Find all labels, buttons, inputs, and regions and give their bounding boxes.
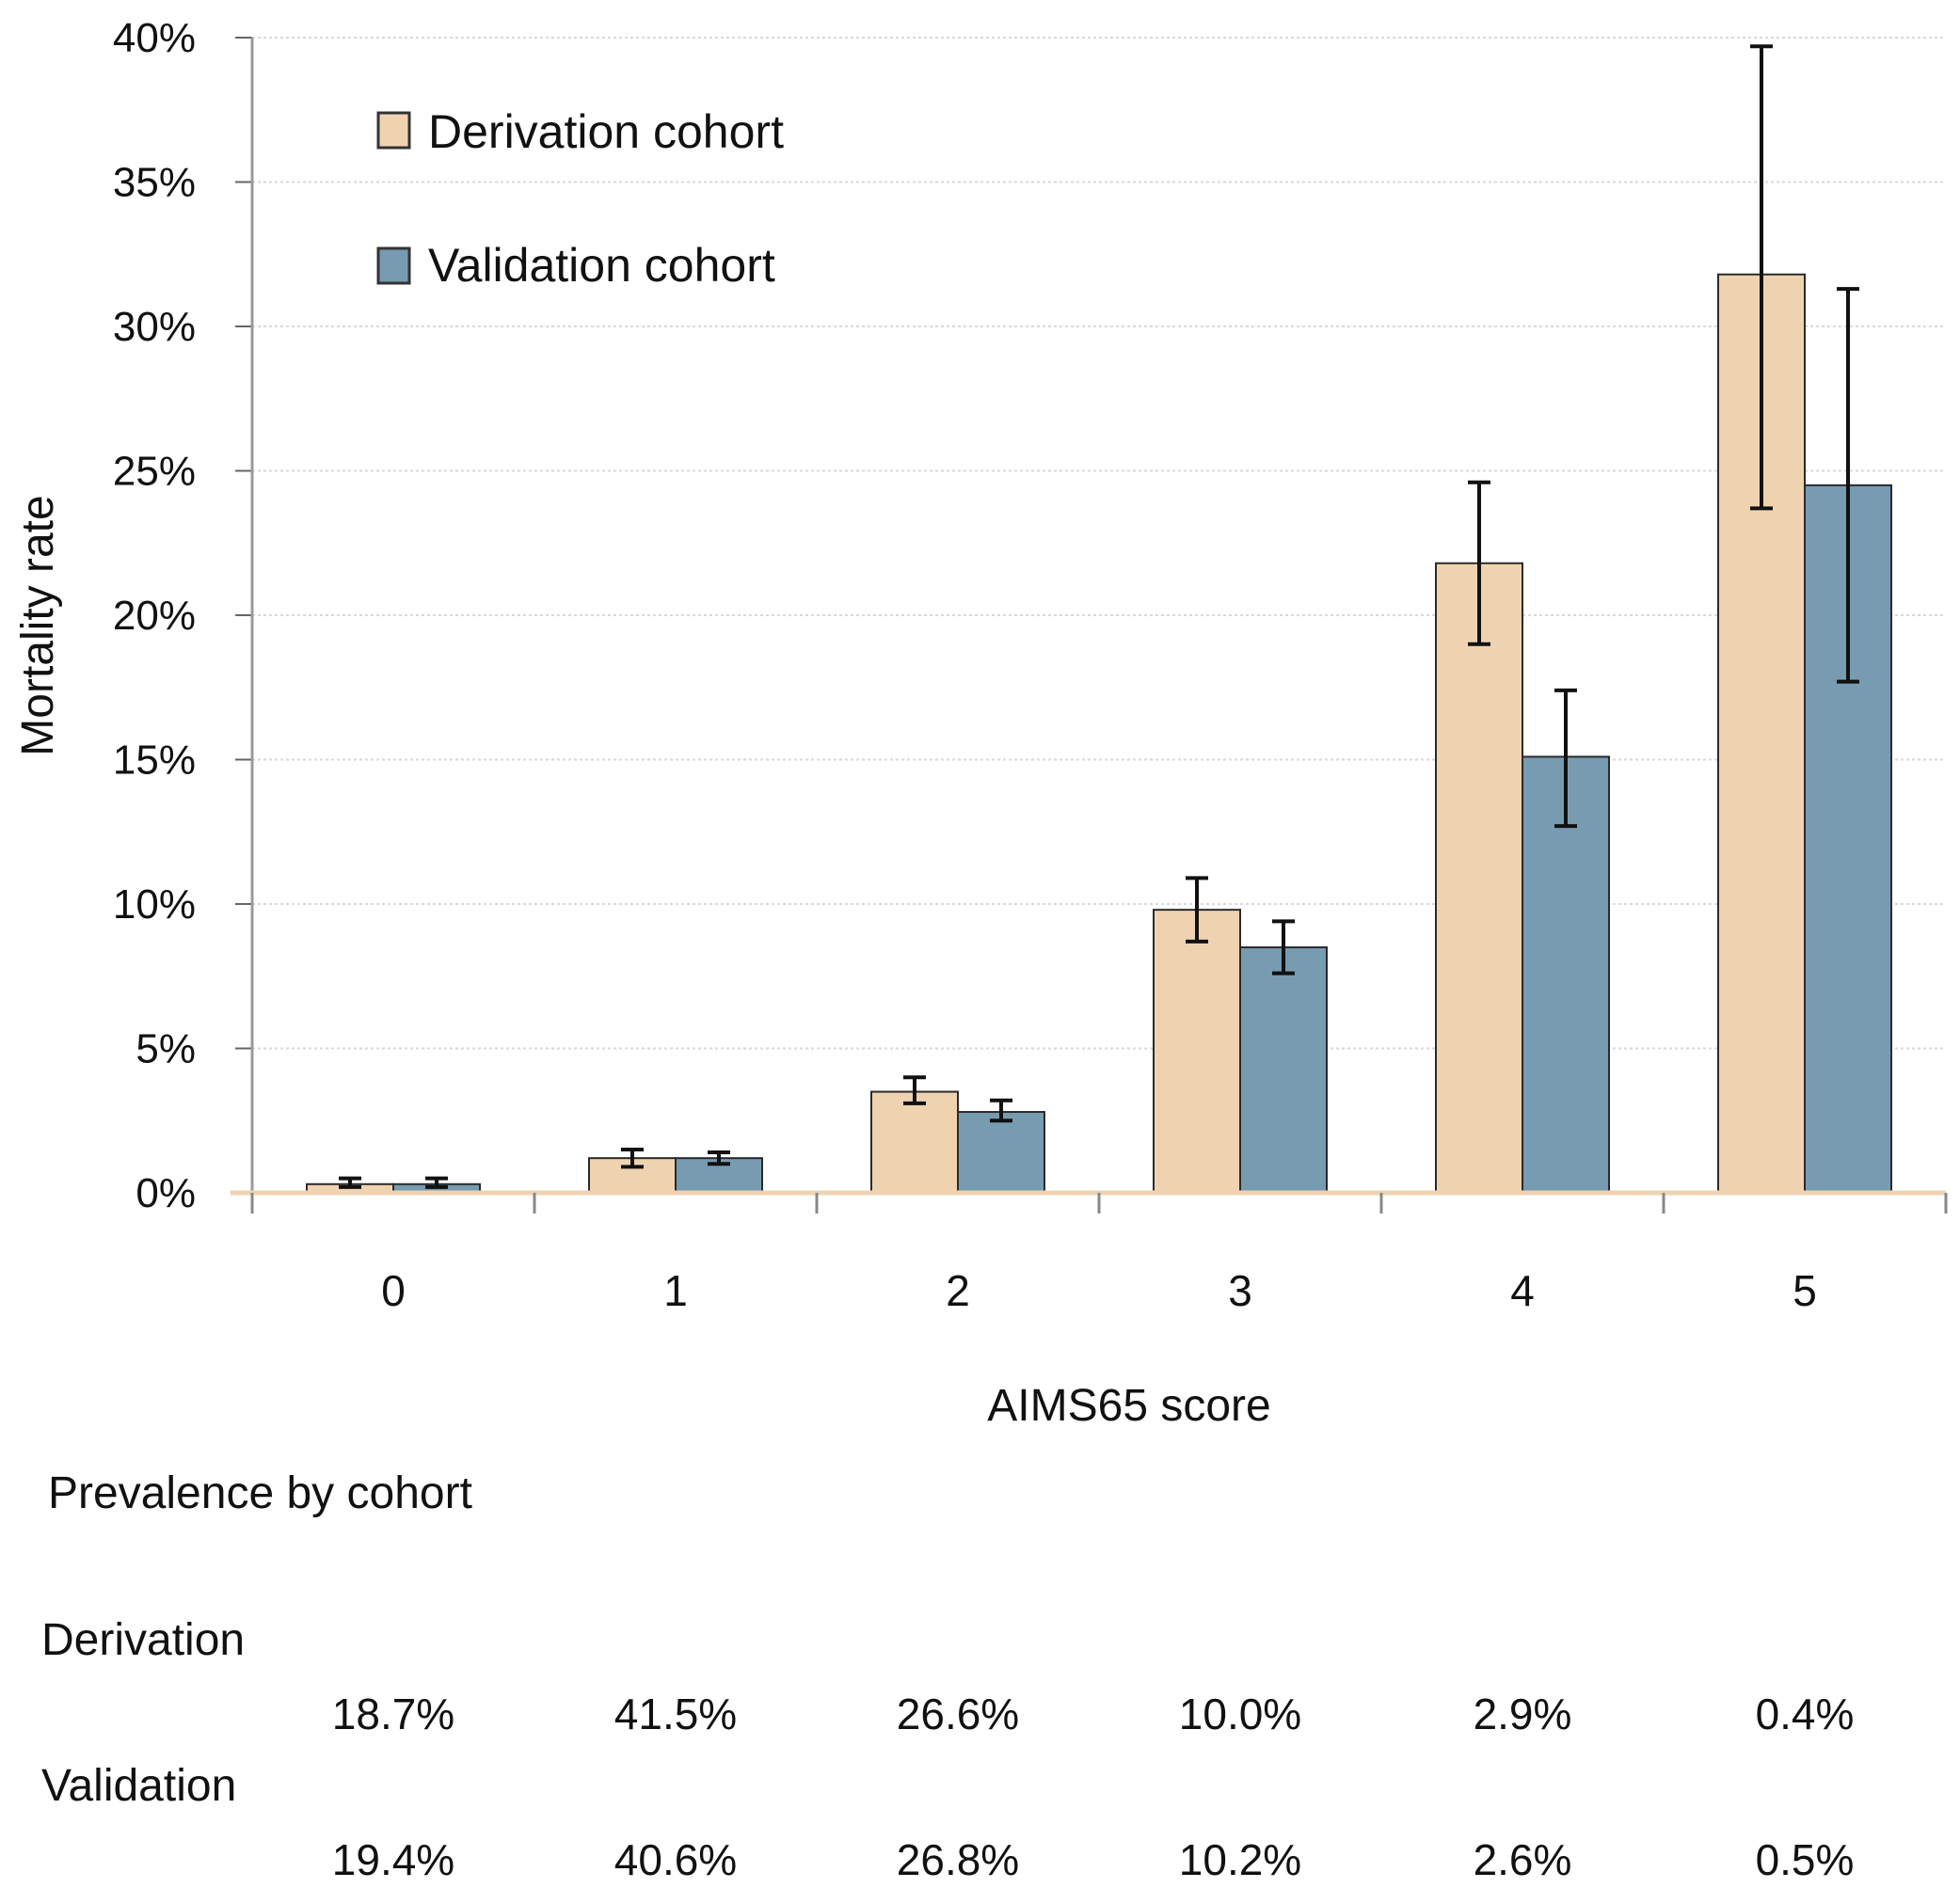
prevalence-title: Prevalence by cohort	[48, 1468, 472, 1518]
y-tick-label: 35%	[113, 160, 196, 206]
x-tick-label: 2	[946, 1266, 970, 1315]
prevalence-cell-derivation: 26.6%	[896, 1690, 1020, 1738]
y-tick-label: 30%	[113, 304, 196, 350]
gridlines	[252, 37, 1946, 1050]
prevalence-row-label-validation: Validation	[41, 1761, 237, 1811]
x-tick-labels: 0 1 2 3 4 5	[381, 1266, 1817, 1315]
derivation-bar	[1153, 909, 1241, 1194]
prevalence-cell-validation: 40.6%	[613, 1835, 738, 1884]
y-tick-label: 25%	[113, 449, 196, 495]
derivation-bar	[1435, 562, 1523, 1194]
x-axis-title: AIMS65 score	[987, 1381, 1270, 1431]
prevalence-cell-validation: 10.2%	[1178, 1835, 1302, 1884]
validation-error-bar	[1554, 688, 1577, 829]
prevalence-cell-derivation: 10.0%	[1178, 1690, 1302, 1738]
y-tick-label: 20%	[113, 593, 196, 639]
derivation-error-bar	[339, 1176, 361, 1189]
derivation-error-bar	[1468, 480, 1490, 646]
derivation-error-bar	[1750, 44, 1773, 511]
prevalence-cell-derivation: 2.9%	[1473, 1690, 1572, 1738]
prevalence-cell-derivation: 41.5%	[613, 1690, 738, 1738]
prevalence-cell-validation: 26.8%	[896, 1835, 1020, 1884]
y-tick-label: 15%	[113, 738, 196, 784]
x-tick-label: 3	[1228, 1266, 1252, 1315]
legend-label-validation: Validation cohort	[428, 239, 775, 292]
validation-bar	[1239, 946, 1328, 1194]
x-tick-label: 0	[381, 1266, 406, 1315]
legend: Derivation cohort Validation cohort	[376, 105, 784, 292]
prevalence-cell-derivation: 18.7%	[331, 1690, 455, 1738]
x-tick-label: 5	[1793, 1266, 1817, 1315]
x-tick-label: 4	[1510, 1266, 1535, 1315]
axes	[231, 37, 1948, 1214]
validation-error-bar	[708, 1150, 730, 1166]
x-tick-label: 1	[663, 1266, 688, 1315]
y-axis-title: Mortality rate	[13, 495, 63, 755]
y-tick-label: 5%	[135, 1026, 196, 1072]
derivation-error-bar	[1186, 876, 1208, 944]
derivation-error-bar	[903, 1075, 926, 1105]
y-tick-label: 0%	[135, 1170, 196, 1216]
bars	[306, 273, 1892, 1195]
prevalence-cell-validation: 2.6%	[1473, 1835, 1572, 1884]
legend-label-derivation: Derivation cohort	[428, 105, 784, 158]
y-tick-label: 40%	[113, 15, 196, 61]
prevalence-cell-derivation: 0.4%	[1755, 1690, 1855, 1738]
validation-bar	[1522, 755, 1610, 1194]
validation-error-bar	[990, 1098, 1012, 1123]
y-tick-labels: 0% 5% 10% 15% 20% 25% 30% 35% 40%	[113, 15, 196, 1216]
derivation-error-bar	[621, 1147, 644, 1169]
validation-bar	[957, 1111, 1045, 1195]
validation-error-bar	[1837, 287, 1859, 684]
legend-swatch-derivation	[376, 111, 411, 150]
validation-error-bar	[425, 1176, 448, 1189]
validation-error-bar	[1272, 919, 1295, 976]
derivation-bar	[870, 1090, 959, 1195]
prevalence-cell-validation: 0.5%	[1755, 1835, 1855, 1884]
prevalence-row-label-derivation: Derivation	[41, 1615, 246, 1665]
prevalence-cell-validation: 19.4%	[331, 1835, 455, 1884]
y-tick-label: 10%	[113, 881, 196, 928]
legend-swatch-validation	[376, 246, 411, 285]
error-bars	[339, 44, 1859, 1189]
